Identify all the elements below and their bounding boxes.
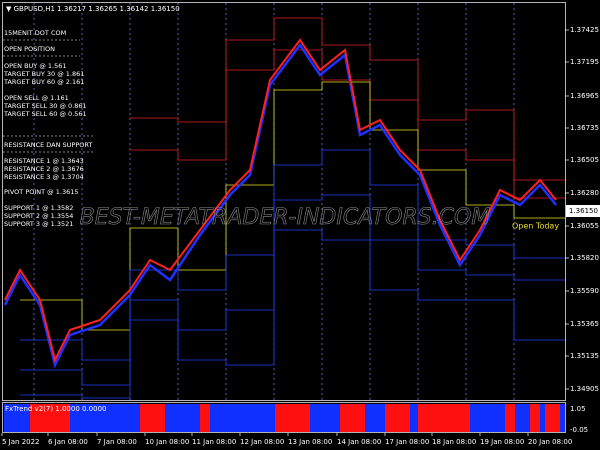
info-line: RESISTANCE 3 @ 1.3704 (4, 173, 84, 181)
date-label: 18 Jan 08:00 (432, 438, 476, 446)
info-separators (3, 39, 95, 153)
watermark: BEST-METATRADER-INDICATORS.COM (80, 205, 491, 230)
date-label: 14 Jan 08:00 (337, 438, 381, 446)
date-label: 10 Jan 08:00 (145, 438, 189, 446)
indicator-axis-label: 1.05 (570, 405, 586, 413)
date-label: 6 Jan 08:00 (48, 438, 88, 446)
symbol-info: ▼ GBPUSD,H1 1.36217 1.36265 1.36142 1.36… (6, 5, 180, 13)
price-label: 1.36055 (570, 222, 599, 230)
price-label: 1.37195 (570, 58, 599, 66)
trend-line-red (4, 38, 557, 363)
trend-line-blue (3, 42, 557, 369)
price-label: 1.35365 (570, 320, 599, 328)
info-line: OPEN BUY @ 1.561 (4, 62, 67, 70)
indicator-frame (2, 402, 566, 433)
date-label: 7 Jan 08:00 (97, 438, 137, 446)
price-label: 1.35590 (570, 287, 599, 295)
price-label: 1.36965 (570, 92, 599, 100)
current-price-box (566, 205, 600, 217)
info-line: 15MENIT DOT COM (4, 29, 66, 37)
indicator-axis-label: -0.05 (570, 426, 588, 434)
info-line: RESISTANCE 2 @ 1.3676 (4, 165, 84, 173)
current-price: 1.36150 (569, 207, 598, 215)
price-label: 1.35820 (570, 254, 599, 262)
info-line: TARGET BUY 30 @ 1.861 (3, 70, 84, 78)
info-line: RESISTANCE DAN SUPPORT (4, 141, 92, 149)
indicator-title: FxTrend v2(7) 1.0000 0.0000 (5, 405, 107, 413)
info-line: SUPPORT 3 @ 1.3521 (4, 220, 73, 228)
main-frame (2, 2, 566, 401)
price-label: 1.36280 (570, 189, 599, 197)
price-label: 1.36735 (570, 124, 599, 132)
info-line: PIVOT POINT @ 1.3615 (4, 188, 78, 196)
price-label: 1.36505 (570, 156, 599, 164)
pivot-levels (20, 17, 565, 399)
info-line: TARGET SELL 60 @ 0.561 (3, 110, 87, 118)
symbol-info-text: GBPUSD,H1 1.36217 1.36265 1.36142 1.3615… (14, 5, 180, 13)
date-label: 12 Jan 08:00 (240, 438, 284, 446)
date-label: 13 Jan 08:00 (288, 438, 332, 446)
price-label: 1.37425 (570, 26, 599, 34)
price-label: 1.35135 (570, 352, 599, 360)
date-label: 11 Jan 08:00 (192, 438, 236, 446)
info-line: OPEN POSITION (4, 45, 55, 53)
date-label: 20 Jan 08:00 (528, 438, 572, 446)
indicator-red-blocks (30, 404, 560, 432)
price-label: 1.34905 (570, 385, 599, 393)
date-label: 5 Jan 2022 (2, 438, 40, 446)
info-line: TARGET BUY 60 @ 2.161 (3, 78, 84, 86)
open-today-label: Open Today (512, 222, 559, 231)
info-line: OPEN SELL @ 1.161 (4, 94, 69, 102)
date-label: 19 Jan 08:00 (480, 438, 524, 446)
info-line: SUPPORT 2 @ 1.3554 (4, 212, 73, 220)
info-line: RESISTANCE 1 @ 1.3643 (4, 157, 84, 165)
info-line: TARGET SELL 30 @ 0.861 (3, 102, 87, 110)
date-label: 17 Jan 08:00 (385, 438, 429, 446)
info-line: SUPPORT 1 @ 1.3582 (4, 204, 73, 212)
